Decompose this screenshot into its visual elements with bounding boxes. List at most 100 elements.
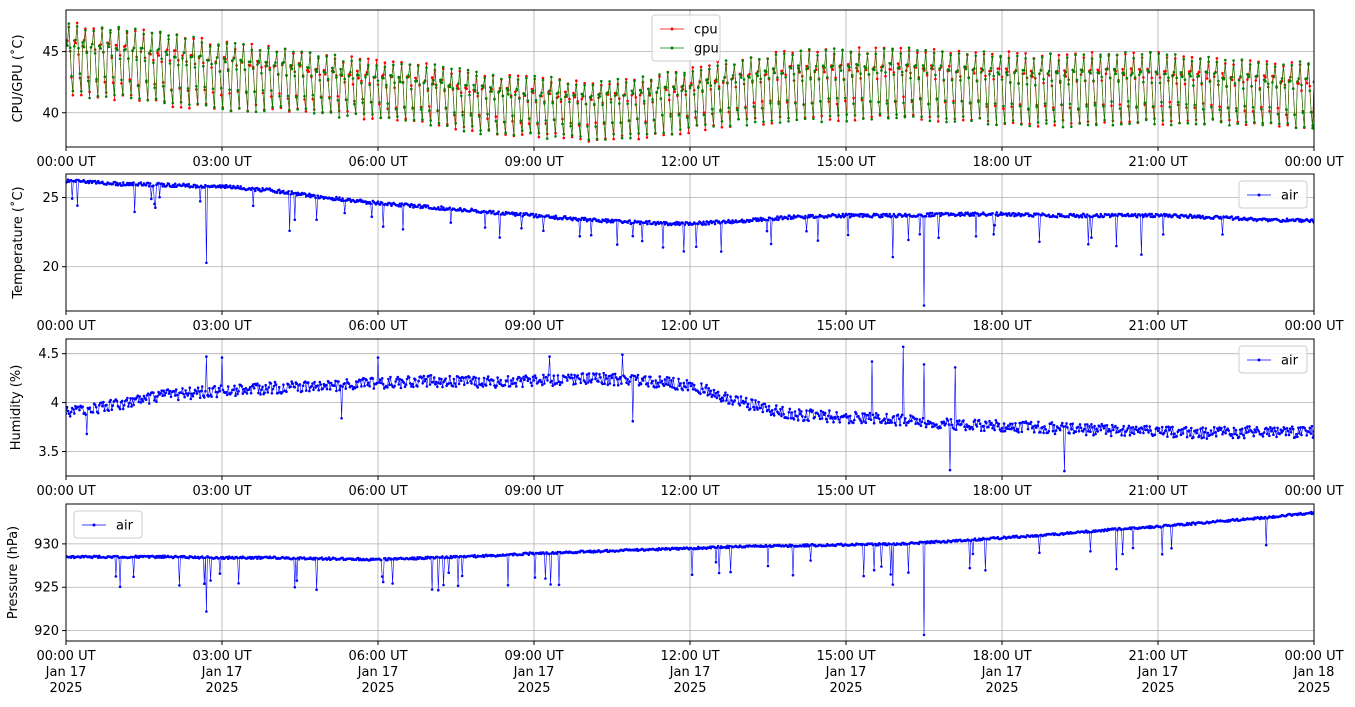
air-point (1102, 215, 1106, 218)
gpu-point (1039, 69, 1043, 72)
air-point (520, 227, 523, 230)
air-point (66, 178, 70, 181)
air-point (904, 417, 907, 420)
air-point (714, 560, 718, 564)
air-point (1296, 435, 1299, 439)
air-point (701, 387, 704, 391)
cpu-point (562, 136, 566, 140)
air-point (289, 385, 292, 389)
air-point (187, 182, 190, 186)
gpu-point (597, 93, 600, 96)
air-point (848, 414, 852, 418)
air-point (788, 214, 792, 218)
gpu-point (260, 72, 263, 75)
plot-area (66, 345, 1314, 473)
air-point (1164, 429, 1167, 433)
gpu-point (975, 80, 979, 83)
gpu-point (1175, 76, 1178, 80)
air-point (672, 376, 675, 380)
air-point (460, 574, 464, 578)
air-point (289, 193, 292, 196)
air-point (1096, 430, 1099, 433)
air-point (681, 221, 684, 225)
air-point (345, 378, 349, 381)
gpu-point (1237, 79, 1241, 82)
gpu-point (1217, 79, 1220, 83)
gpu-point (473, 88, 477, 92)
air-point (1284, 219, 1288, 223)
air-point (952, 427, 956, 431)
air-point (1300, 433, 1303, 437)
air-point (1011, 422, 1014, 426)
cpu-point (1248, 59, 1252, 62)
cpu-point (471, 129, 474, 132)
gpu-point (845, 119, 848, 123)
cpu-point (367, 57, 370, 61)
air-point (122, 404, 126, 407)
air-point (327, 556, 331, 559)
air-point (885, 412, 888, 416)
air-point (630, 374, 634, 377)
air-point (241, 392, 245, 395)
air-point (1231, 436, 1235, 440)
gpu-point (1028, 124, 1031, 128)
air-point (68, 415, 72, 418)
gpu-point (203, 85, 206, 89)
gpu-point (1283, 86, 1287, 89)
air-point (1272, 433, 1275, 437)
gpu-point (153, 86, 156, 89)
air-point (275, 191, 279, 194)
air-point (1266, 428, 1270, 431)
air-point (75, 178, 78, 182)
air-point (249, 188, 253, 192)
air-point (974, 235, 978, 238)
gpu-point (936, 115, 940, 118)
gpu-point (1242, 87, 1245, 90)
air-point (307, 381, 310, 384)
air-point (636, 373, 640, 377)
air-point (820, 417, 824, 420)
gpu-point (175, 33, 179, 37)
gpu-point (520, 129, 524, 133)
air-point (511, 377, 515, 380)
air-point (1115, 244, 1118, 248)
gpu-point (378, 101, 381, 104)
air-point (1247, 430, 1250, 434)
cpu-point (357, 76, 360, 80)
cpu-point (691, 66, 695, 69)
gpu-point (207, 59, 211, 62)
gpu-point (1092, 79, 1095, 83)
cpu-point (1205, 77, 1209, 80)
air-point (1194, 429, 1197, 432)
gpu-point (1027, 107, 1030, 110)
gpu-point (218, 70, 222, 73)
air-point (860, 212, 863, 216)
air-point (488, 379, 491, 382)
air-point (1076, 425, 1080, 429)
gpu-point (551, 102, 554, 105)
air-point (875, 416, 879, 420)
air-point (763, 402, 767, 406)
gpu-point (1139, 71, 1142, 74)
air-point (94, 405, 98, 409)
air-point (304, 389, 308, 392)
cpu-point (1242, 80, 1245, 84)
gpu-point (661, 113, 664, 117)
air-point (85, 432, 89, 436)
air-point (641, 379, 645, 382)
gpu-point (882, 47, 886, 51)
air-point (1224, 431, 1227, 435)
air-point (572, 383, 575, 386)
cpu-point (504, 133, 507, 136)
gpu-point (358, 59, 362, 62)
air-point (192, 392, 196, 395)
gpu-point (1185, 103, 1188, 106)
cpu-point (174, 49, 177, 52)
cpu-point (957, 49, 961, 53)
gpu-point (251, 67, 255, 71)
air-point (954, 428, 958, 432)
gpu-point (188, 103, 191, 106)
air-point (69, 410, 73, 414)
air-point (1251, 431, 1254, 434)
air-point (662, 220, 666, 224)
